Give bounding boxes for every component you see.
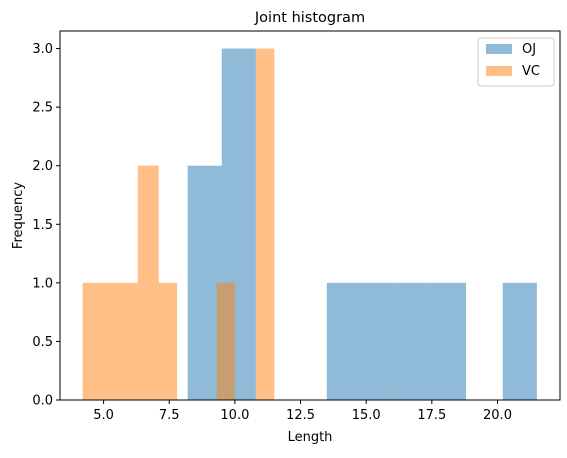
x-tick-label: 17.5: [417, 408, 446, 423]
bars-layer: [82, 48, 537, 400]
y-tick-label: 2.5: [32, 101, 53, 116]
histogram-bar-vc-5: [216, 282, 235, 400]
x-axis-label: Length: [288, 430, 333, 445]
histogram-bar-vc-4: [158, 282, 178, 400]
x-axis: 5.0 7.5 10.0 12.5 15.0 17.5 20.0: [93, 400, 512, 423]
y-tick-label: 1.5: [32, 218, 53, 233]
x-tick-label: 12.5: [286, 408, 315, 423]
legend-swatch-vc: [486, 66, 512, 76]
histogram-bar-oj-0: [187, 165, 222, 400]
histogram-bar-oj-2: [326, 282, 361, 400]
legend-swatch-oj: [486, 44, 512, 54]
y-tick-label: 0.0: [32, 394, 53, 409]
x-tick-label: 10.0: [220, 408, 249, 423]
x-tick-label: 5.0: [93, 408, 114, 423]
legend-label-vc: VC: [522, 64, 540, 79]
y-tick-label: 3.0: [32, 42, 53, 57]
histogram-bar-vc-6: [255, 48, 275, 400]
histogram-bar-vc-3: [137, 165, 159, 400]
x-tick-label: 15.0: [352, 408, 381, 423]
x-tick-label: 7.5: [159, 408, 180, 423]
plot-frame: [59, 30, 561, 401]
x-tick-label: 20.0: [483, 408, 512, 423]
y-tick-label: 2.0: [32, 159, 53, 174]
histogram-bar-oj-4: [397, 282, 432, 400]
chart-title: Joint histogram: [254, 10, 365, 26]
histogram-bar-vc-0: [82, 282, 101, 400]
histogram-bar-oj-3: [360, 282, 398, 400]
y-tick-label: 0.5: [32, 335, 53, 350]
legend: OJ VC: [477, 37, 555, 87]
histogram-bar-oj-5: [431, 282, 466, 400]
histogram-bar-oj-6: [502, 282, 537, 400]
y-axis: 0.0 0.5 1.0 1.5 2.0 2.5 3.0: [32, 42, 60, 409]
histogram-bar-vc-1: [100, 282, 120, 400]
legend-label-oj: OJ: [522, 42, 536, 57]
histogram-bar-vc-2: [119, 282, 138, 400]
y-axis-label: Frequency: [11, 182, 26, 249]
y-tick-label: 1.0: [32, 276, 53, 291]
